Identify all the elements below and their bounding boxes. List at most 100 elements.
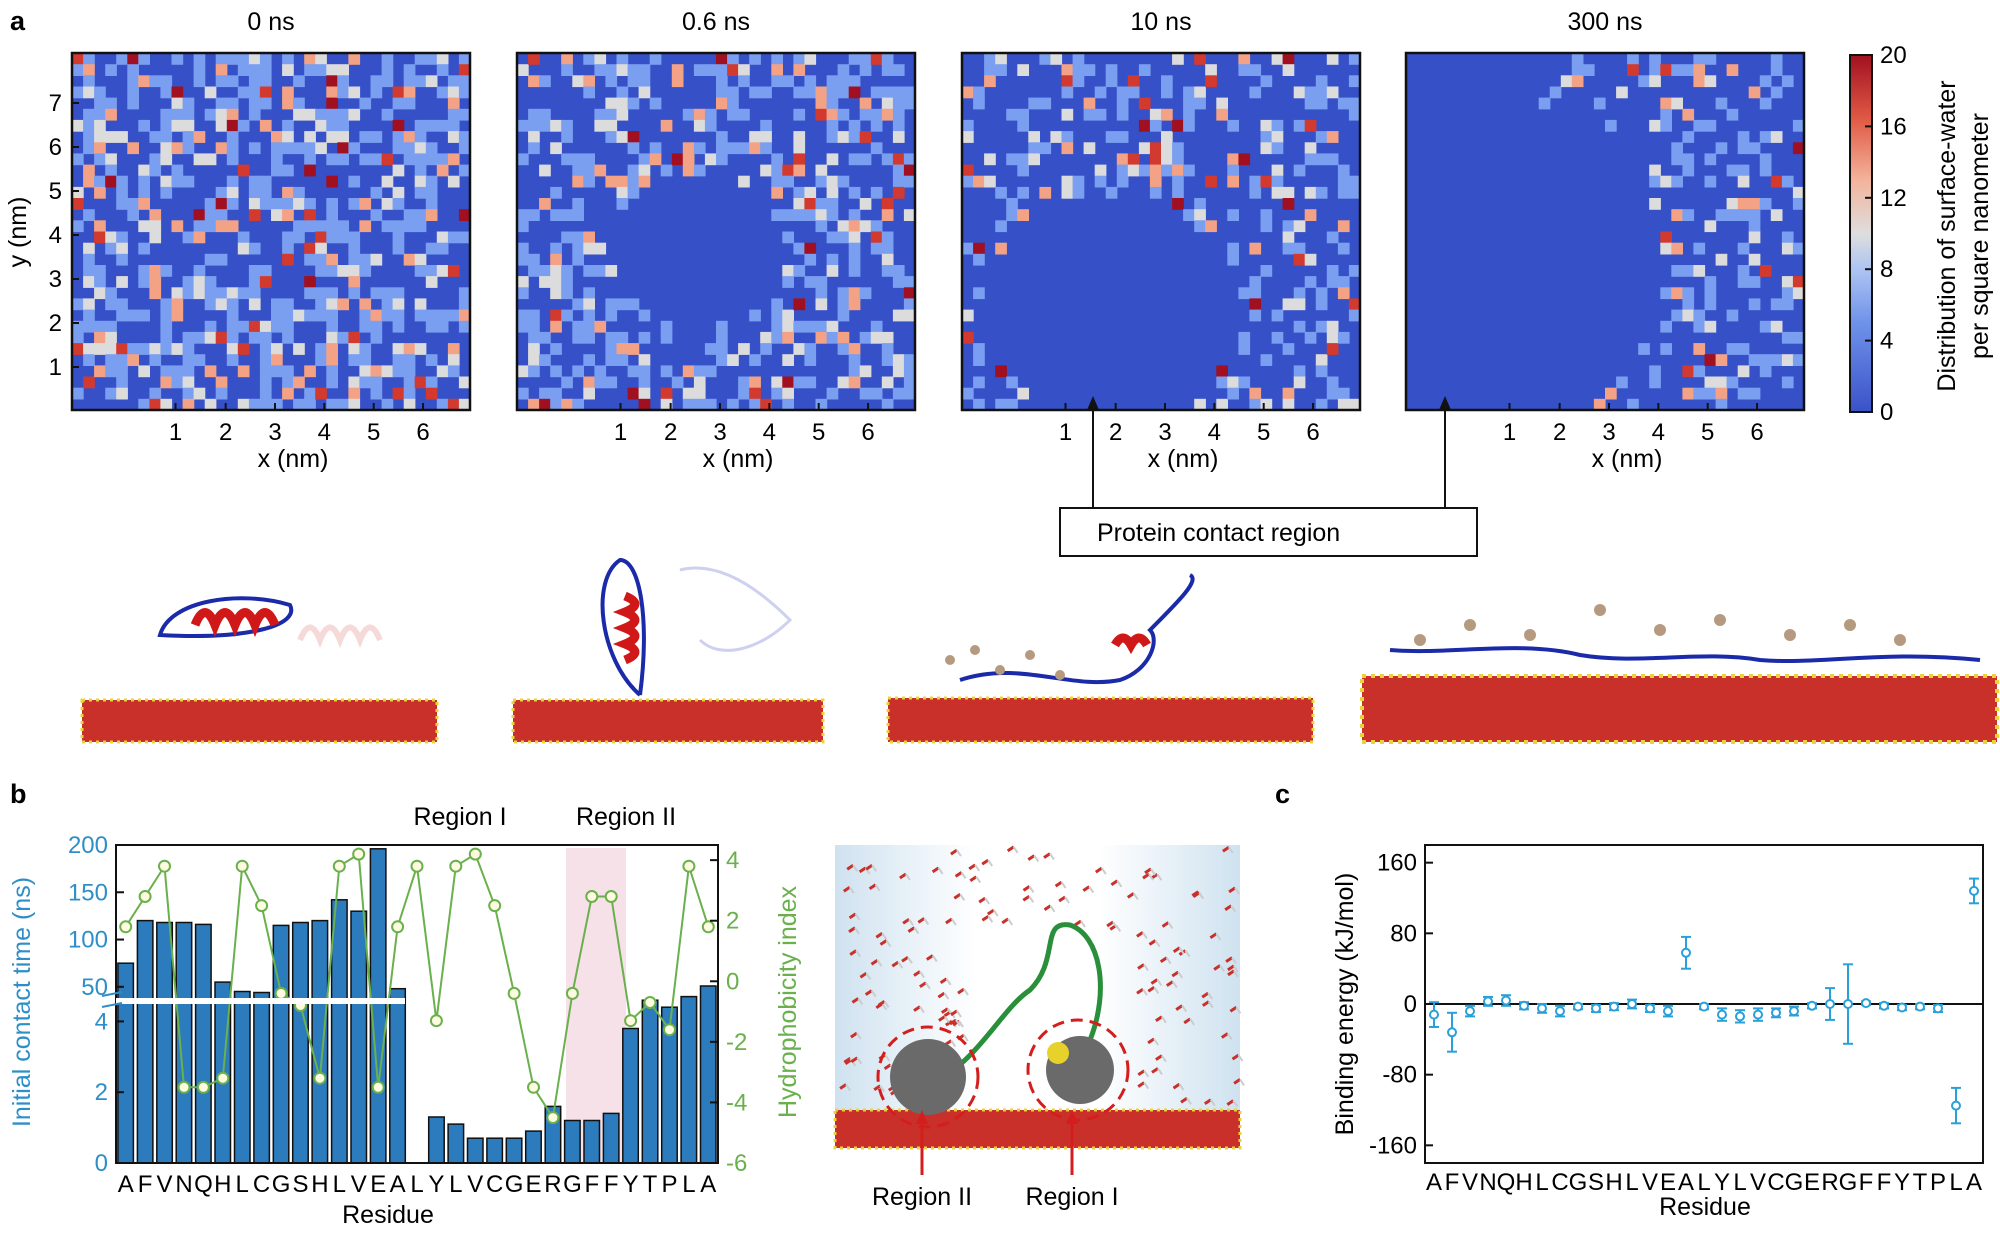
colorbar-tick: 0 — [1880, 399, 1893, 426]
panel-label-a: a — [10, 6, 26, 36]
residue-label: V — [1462, 1169, 1478, 1196]
region-inset: Region II Region I — [833, 845, 1245, 1211]
inset-surface — [835, 1110, 1240, 1148]
hydrophobicity-point — [274, 986, 288, 1000]
residue-label: A — [1966, 1169, 1982, 1196]
silica-surface — [82, 700, 437, 742]
panel-label-c: c — [1275, 779, 1290, 809]
protein-contact-annotation: Protein contact region — [1059, 396, 1478, 557]
x-tick: 5 — [812, 419, 825, 446]
hydrophobicity-point — [585, 890, 599, 903]
residue-label: N — [1479, 1169, 1496, 1196]
energy-point — [1447, 1027, 1457, 1038]
y-tick: 2 — [49, 310, 62, 337]
c-ytick: -80 — [1382, 1062, 1417, 1089]
hydrophobicity-point — [701, 920, 715, 934]
panel-label-b: b — [10, 779, 27, 809]
energy-point — [1897, 1002, 1907, 1013]
right-tick: -4 — [726, 1089, 747, 1116]
residue-label: Q — [1497, 1169, 1516, 1196]
residue-label: G — [1569, 1169, 1588, 1196]
hydrophobicity-points — [119, 847, 715, 1125]
y-tick: 7 — [49, 90, 62, 117]
energy-point — [1609, 1001, 1619, 1012]
residue-label: F — [138, 1171, 153, 1198]
contact-bar — [350, 910, 368, 1164]
heatmap-xlabel: x (nm) — [1592, 445, 1663, 473]
residue-label: H — [214, 1171, 231, 1198]
c-ytick: -160 — [1369, 1132, 1417, 1159]
residue-label: A — [1678, 1169, 1694, 1196]
hydrophobicity-point — [177, 1080, 191, 1094]
contact-bar — [369, 848, 387, 1164]
x-tick: 6 — [1306, 419, 1319, 446]
right-tick: -6 — [726, 1150, 747, 1177]
contact-bar — [175, 921, 193, 1164]
energy-point — [1915, 1001, 1925, 1012]
contact-bar — [233, 990, 251, 1164]
energy-point — [1861, 998, 1871, 1009]
energy-point — [1555, 1006, 1565, 1017]
heatmap-xlabel: x (nm) — [1148, 445, 1219, 473]
x-tick: 6 — [1750, 419, 1763, 446]
annotation-text: Protein contact region — [1097, 519, 1340, 547]
hydrophobicity-point — [119, 920, 133, 934]
heatmap-xlabel: x (nm) — [258, 445, 329, 473]
energy-point — [1483, 996, 1493, 1007]
residue-label: F — [604, 1171, 619, 1198]
energy-point — [1429, 1009, 1439, 1020]
helix — [190, 608, 280, 638]
x-tick: 3 — [1158, 419, 1171, 446]
surface-water-heatmaps: 0 ns 1 2 3 4 5 6 x (nm) 1 2 3 4 5 6 7 y (nm) 0.6 ns 1 2 3 4 5… — [4, 8, 1806, 473]
residue-label: T — [1913, 1169, 1928, 1196]
helix — [612, 591, 640, 665]
hydrophobicity-point — [332, 859, 346, 873]
heatmap-1: 0.6 ns 1 2 3 4 5 6 x (nm) — [515, 8, 917, 473]
residue-label: F — [1445, 1169, 1460, 1196]
residue-label: L — [1625, 1169, 1638, 1196]
residue-label: H — [1515, 1169, 1532, 1196]
snapshot-10ns — [886, 573, 1315, 744]
residue-label: A — [1426, 1169, 1442, 1196]
silica-surface — [513, 700, 823, 742]
hydrophobicity-point — [391, 920, 405, 934]
helix — [1111, 633, 1151, 655]
protein-backbone — [157, 596, 294, 638]
hydrophobicity-point — [527, 1080, 540, 1094]
protein-backbone — [600, 557, 646, 697]
colorbar-label-line1: Distribution of surface-water — [1933, 80, 1961, 391]
heatmap-time-label: 0 ns — [247, 8, 294, 36]
residue-label: L — [1697, 1169, 1710, 1196]
residue-label: R — [544, 1171, 561, 1198]
hydrophobicity-point — [449, 859, 463, 873]
residue-label: V — [156, 1171, 172, 1198]
heatmap-time-label: 0.6 ns — [682, 8, 750, 36]
x-tick: 1 — [1059, 419, 1072, 446]
region-i-label: Region I — [413, 803, 506, 831]
residue-label: G — [1785, 1169, 1804, 1196]
hydrophobicity-point — [468, 847, 482, 861]
heatmap-frame — [960, 51, 1362, 412]
residue-label: G — [505, 1171, 524, 1198]
x-tick: 4 — [1208, 419, 1221, 446]
colorbar-tick: 16 — [1880, 113, 1907, 140]
residue-label: R — [1821, 1169, 1838, 1196]
peptide-backbone — [928, 922, 1103, 1088]
hydrophobicity-point — [352, 847, 366, 861]
energy-point — [1717, 1009, 1727, 1020]
x-tick: 2 — [1109, 419, 1122, 446]
energy-point — [1591, 1003, 1601, 1014]
contact-bar — [253, 991, 271, 1164]
hydrophobicity-point — [604, 890, 618, 903]
hydrophobicity-point — [196, 1080, 210, 1094]
left-tick: 200 — [68, 832, 108, 859]
x-tick: 1 — [1503, 419, 1516, 446]
colorbar-tick: 8 — [1880, 256, 1893, 283]
x-tick: 4 — [318, 419, 331, 446]
residue-label: Y — [1714, 1169, 1730, 1196]
contact-bar — [136, 919, 154, 1164]
residue-label: Y — [623, 1171, 639, 1198]
heatmap-frame — [1404, 51, 1806, 412]
residue-label: P — [661, 1171, 677, 1198]
annotation-box — [1059, 507, 1478, 557]
